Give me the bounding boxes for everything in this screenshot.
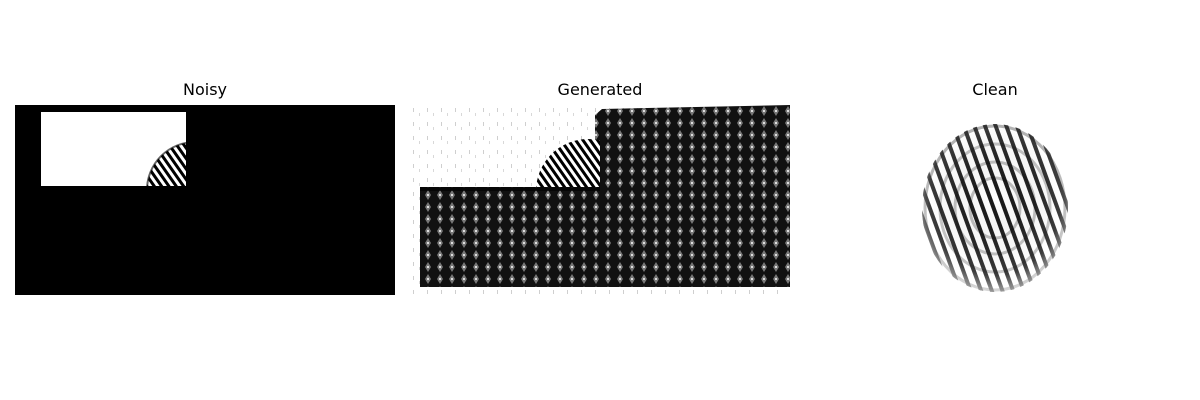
generated-panel-title: Generated xyxy=(557,80,643,99)
noisy-image xyxy=(15,105,395,295)
generated-image xyxy=(410,105,790,295)
generated-fingerprint-fragment xyxy=(536,139,600,187)
clean-image-svg xyxy=(805,105,1185,295)
fingerprint-fragment xyxy=(147,142,186,186)
clean-image xyxy=(805,105,1185,295)
noisy-image-svg xyxy=(15,105,395,295)
fingerprint xyxy=(922,124,1068,292)
clean-panel-title: Clean xyxy=(972,80,1018,99)
generated-image-svg xyxy=(410,105,790,295)
noisy-panel-title: Noisy xyxy=(182,80,227,99)
generated-artifact-grid xyxy=(420,105,790,287)
